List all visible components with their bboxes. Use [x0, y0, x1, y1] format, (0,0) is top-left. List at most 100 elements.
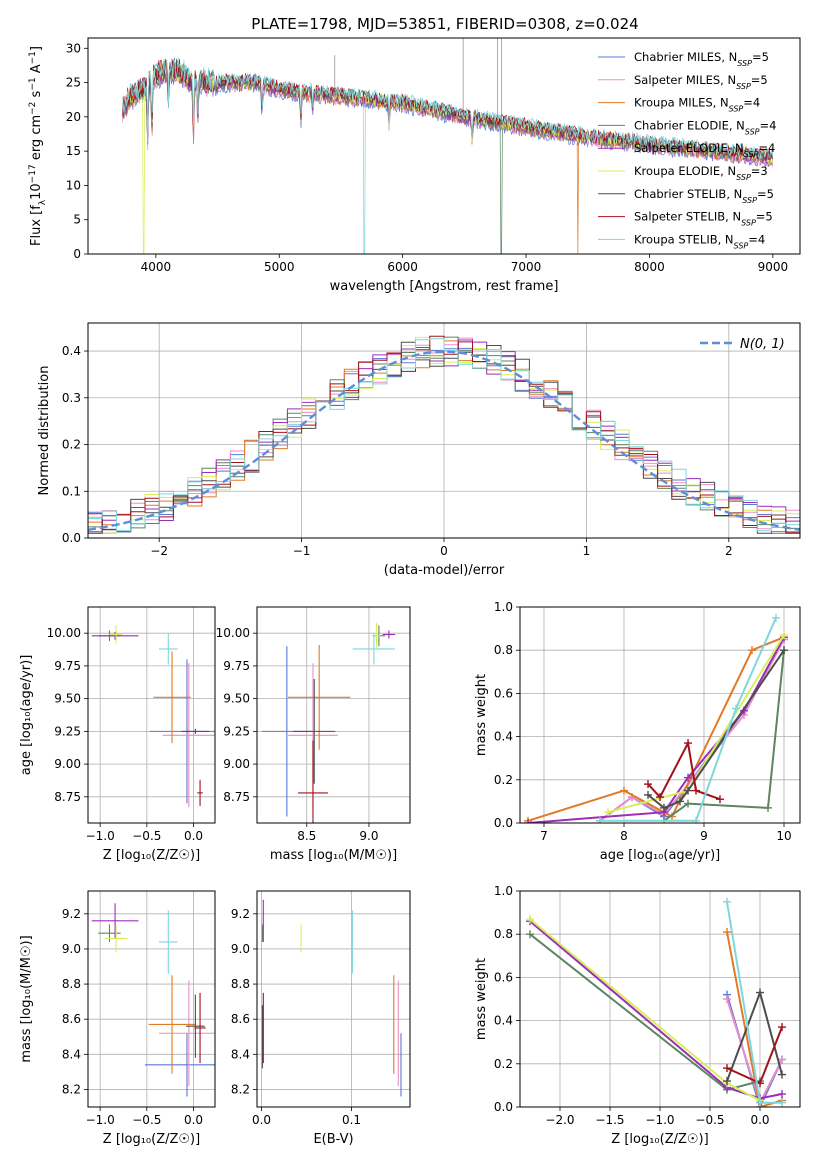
- y-tick-label: 9.50: [223, 692, 250, 706]
- weight-marker-salpeter-stelib: [723, 1064, 731, 1073]
- spectrum-series-chabrier-elodie: [122, 60, 773, 254]
- x-tick-label: −0.5: [132, 1113, 161, 1127]
- plot-area: [88, 335, 800, 534]
- y-axis-label: Flux [fλ10−17 erg cm−2 s−1 A−1]: [28, 46, 48, 246]
- spectrum-series-kroupa-elodie: [122, 60, 773, 254]
- y-axis-label: age [log₁₀(age/yr)]: [19, 655, 34, 776]
- y-tick-label: 8.2: [62, 1082, 81, 1096]
- y-tick-label: 0.0: [494, 1100, 513, 1114]
- weight-marker-kroupa-stelib: [596, 816, 604, 823]
- x-tick-label: −1.0: [645, 1113, 674, 1127]
- weight-marker-salpeter-stelib: [716, 795, 724, 804]
- y-tick-label: 0.8: [494, 643, 513, 657]
- weight-marker-kroupa-miles: [748, 646, 756, 655]
- plot-area: [524, 613, 788, 823]
- x-axis-label: Z [log₁₀(Z/Z☉)]: [103, 848, 200, 863]
- x-axis-label: (data-model)/error: [384, 563, 505, 578]
- errorbar-point-chabrier-stelib: [293, 679, 336, 784]
- plot-area: [122, 38, 773, 254]
- x-tick-label: 9000: [758, 260, 789, 274]
- legend-label-normal: N(0, 1): [740, 337, 785, 352]
- y-tick-label: 9.0: [62, 942, 81, 956]
- y-tick-label: 9.0: [231, 942, 250, 956]
- y-tick-label: 9.2: [231, 907, 250, 921]
- mass_vs_ebv-panel: 0.0 0.1 8.2 8.4 8.6 8.8 9.0 9.2 E(B-V): [231, 890, 411, 1147]
- errorbar-point-chabrier-elodie: [98, 924, 121, 942]
- x-tick-label: 8: [620, 829, 628, 843]
- x-tick-label: 9.0: [359, 829, 378, 843]
- y-tick-label: 0.2: [62, 438, 81, 452]
- y-axis-label: mass [log₁₀(M/M☉)]: [19, 935, 34, 1062]
- errorbar-point-kroupa-stelib: [158, 910, 178, 974]
- errorbar-point-salpeter-stelib: [194, 992, 206, 1064]
- spectrum-panel: 4000 5000 6000 7000 8000 9000 0 5 10 15 20 25 30 wave…: [28, 37, 801, 294]
- x-tick-label: 5000: [264, 260, 295, 274]
- y-tick-label: 25: [66, 76, 81, 90]
- weight-marker-kroupa-miles: [723, 928, 731, 937]
- weight-marker-kroupa-elodie: [604, 808, 612, 817]
- y-tick-label: 9.2: [62, 907, 81, 921]
- residual-hist-kroupa-stelib: [88, 338, 800, 532]
- weight-marker-chabrier-stelib: [644, 790, 652, 799]
- errorbar-point-salpeter-elodie: [382, 630, 396, 639]
- legend-label-salpeter-stelib: Salpeter STELIB, NSSP=5: [634, 210, 773, 228]
- normal-curve: [88, 350, 800, 531]
- x-tick-label: 6000: [387, 260, 418, 274]
- x-tick-label: 10: [776, 829, 791, 843]
- y-tick-label: 0.8: [494, 927, 513, 941]
- age_vs_mass-panel: 8.5 9.0 8.75 9.00 9.25 9.50 9.75 10.00 mass [log…: [216, 606, 411, 863]
- y-tick-label: 10: [66, 178, 81, 192]
- spectrum-legend: Chabrier MILES, NSSP=5 Salpeter MILES, NS…: [598, 50, 776, 250]
- axes-frame: [87, 322, 801, 539]
- weight-marker-salpeter-stelib: [692, 786, 700, 795]
- y-tick-label: 9.75: [54, 659, 81, 673]
- y-tick-label: 9.00: [223, 757, 250, 771]
- weight-marker-salpeter-stelib: [778, 1023, 786, 1032]
- y-tick-label: 8.8: [62, 977, 81, 991]
- weight-marker-salpeter-elodie: [524, 819, 532, 823]
- errorbar-point-salpeter-stelib: [298, 740, 328, 823]
- y-tick-label: 1.0: [494, 884, 513, 898]
- errorbar-point-kroupa-miles: [153, 651, 191, 744]
- x-tick-label: 0: [440, 544, 448, 558]
- errorbar-point-kroupa-miles: [288, 644, 351, 750]
- x-tick-label: 9: [700, 829, 708, 843]
- y-tick-label: 8.8: [231, 977, 250, 991]
- residual-legend: N(0, 1): [700, 337, 785, 352]
- y-axis-label: mass weight: [474, 674, 489, 756]
- y-tick-label: 9.75: [223, 659, 250, 673]
- y-tick-label: 15: [66, 144, 81, 158]
- errorbar-point-salpeter-miles: [162, 663, 215, 808]
- weight-marker-salpeter-stelib: [684, 739, 692, 748]
- y-tick-label: 8.75: [54, 790, 81, 804]
- x-tick-label: −1.0: [86, 829, 115, 843]
- x-tick-label: 2: [725, 544, 733, 558]
- plot-area: [261, 622, 396, 823]
- weight_vs_Z-panel: −2.0 −1.5 −1.0 −0.5 0.0 0.0 0.2 0.4 0.6 0.8 1.0 Z […: [474, 884, 801, 1147]
- weight-marker-kroupa-stelib: [772, 613, 780, 622]
- y-tick-label: 0.4: [494, 1014, 513, 1028]
- y-tick-label: 30: [66, 41, 81, 55]
- x-tick-label: 0.0: [252, 1113, 271, 1127]
- plot-area: [526, 897, 786, 1107]
- x-tick-label: 0.1: [342, 1113, 361, 1127]
- y-tick-label: 8.2: [231, 1082, 250, 1096]
- weight_vs_age-panel: 7 8 9 10 0.0 0.2 0.4 0.6 0.8 1.0 age [log₁₀(age/yr…: [474, 600, 801, 863]
- axes-frame: [87, 606, 216, 824]
- weight-marker-kroupa-stelib: [778, 1098, 786, 1107]
- x-tick-label: 7000: [511, 260, 542, 274]
- weight-marker-chabrier-stelib: [756, 988, 764, 997]
- legend-label-salpeter-elodie: Salpeter ELODIE, NSSP=4: [634, 141, 775, 159]
- y-tick-label: 10.00: [216, 626, 250, 640]
- x-tick-label: −0.5: [695, 1113, 724, 1127]
- y-tick-label: 9.25: [54, 724, 81, 738]
- y-tick-label: 0.0: [62, 531, 81, 545]
- x-axis-label: Z [log₁₀(Z/Z☉)]: [611, 1132, 708, 1147]
- x-tick-label: −1: [293, 544, 311, 558]
- errorbar-point-kroupa-elodie: [109, 625, 123, 644]
- weight-marker-salpeter-miles: [778, 1055, 786, 1064]
- errorbar-point-kroupa-miles: [148, 975, 196, 1074]
- spectrum-series-kroupa-miles: [122, 64, 773, 254]
- weight-marker-salpeter-stelib: [644, 780, 652, 789]
- weight-marker-kroupa-miles: [620, 786, 628, 795]
